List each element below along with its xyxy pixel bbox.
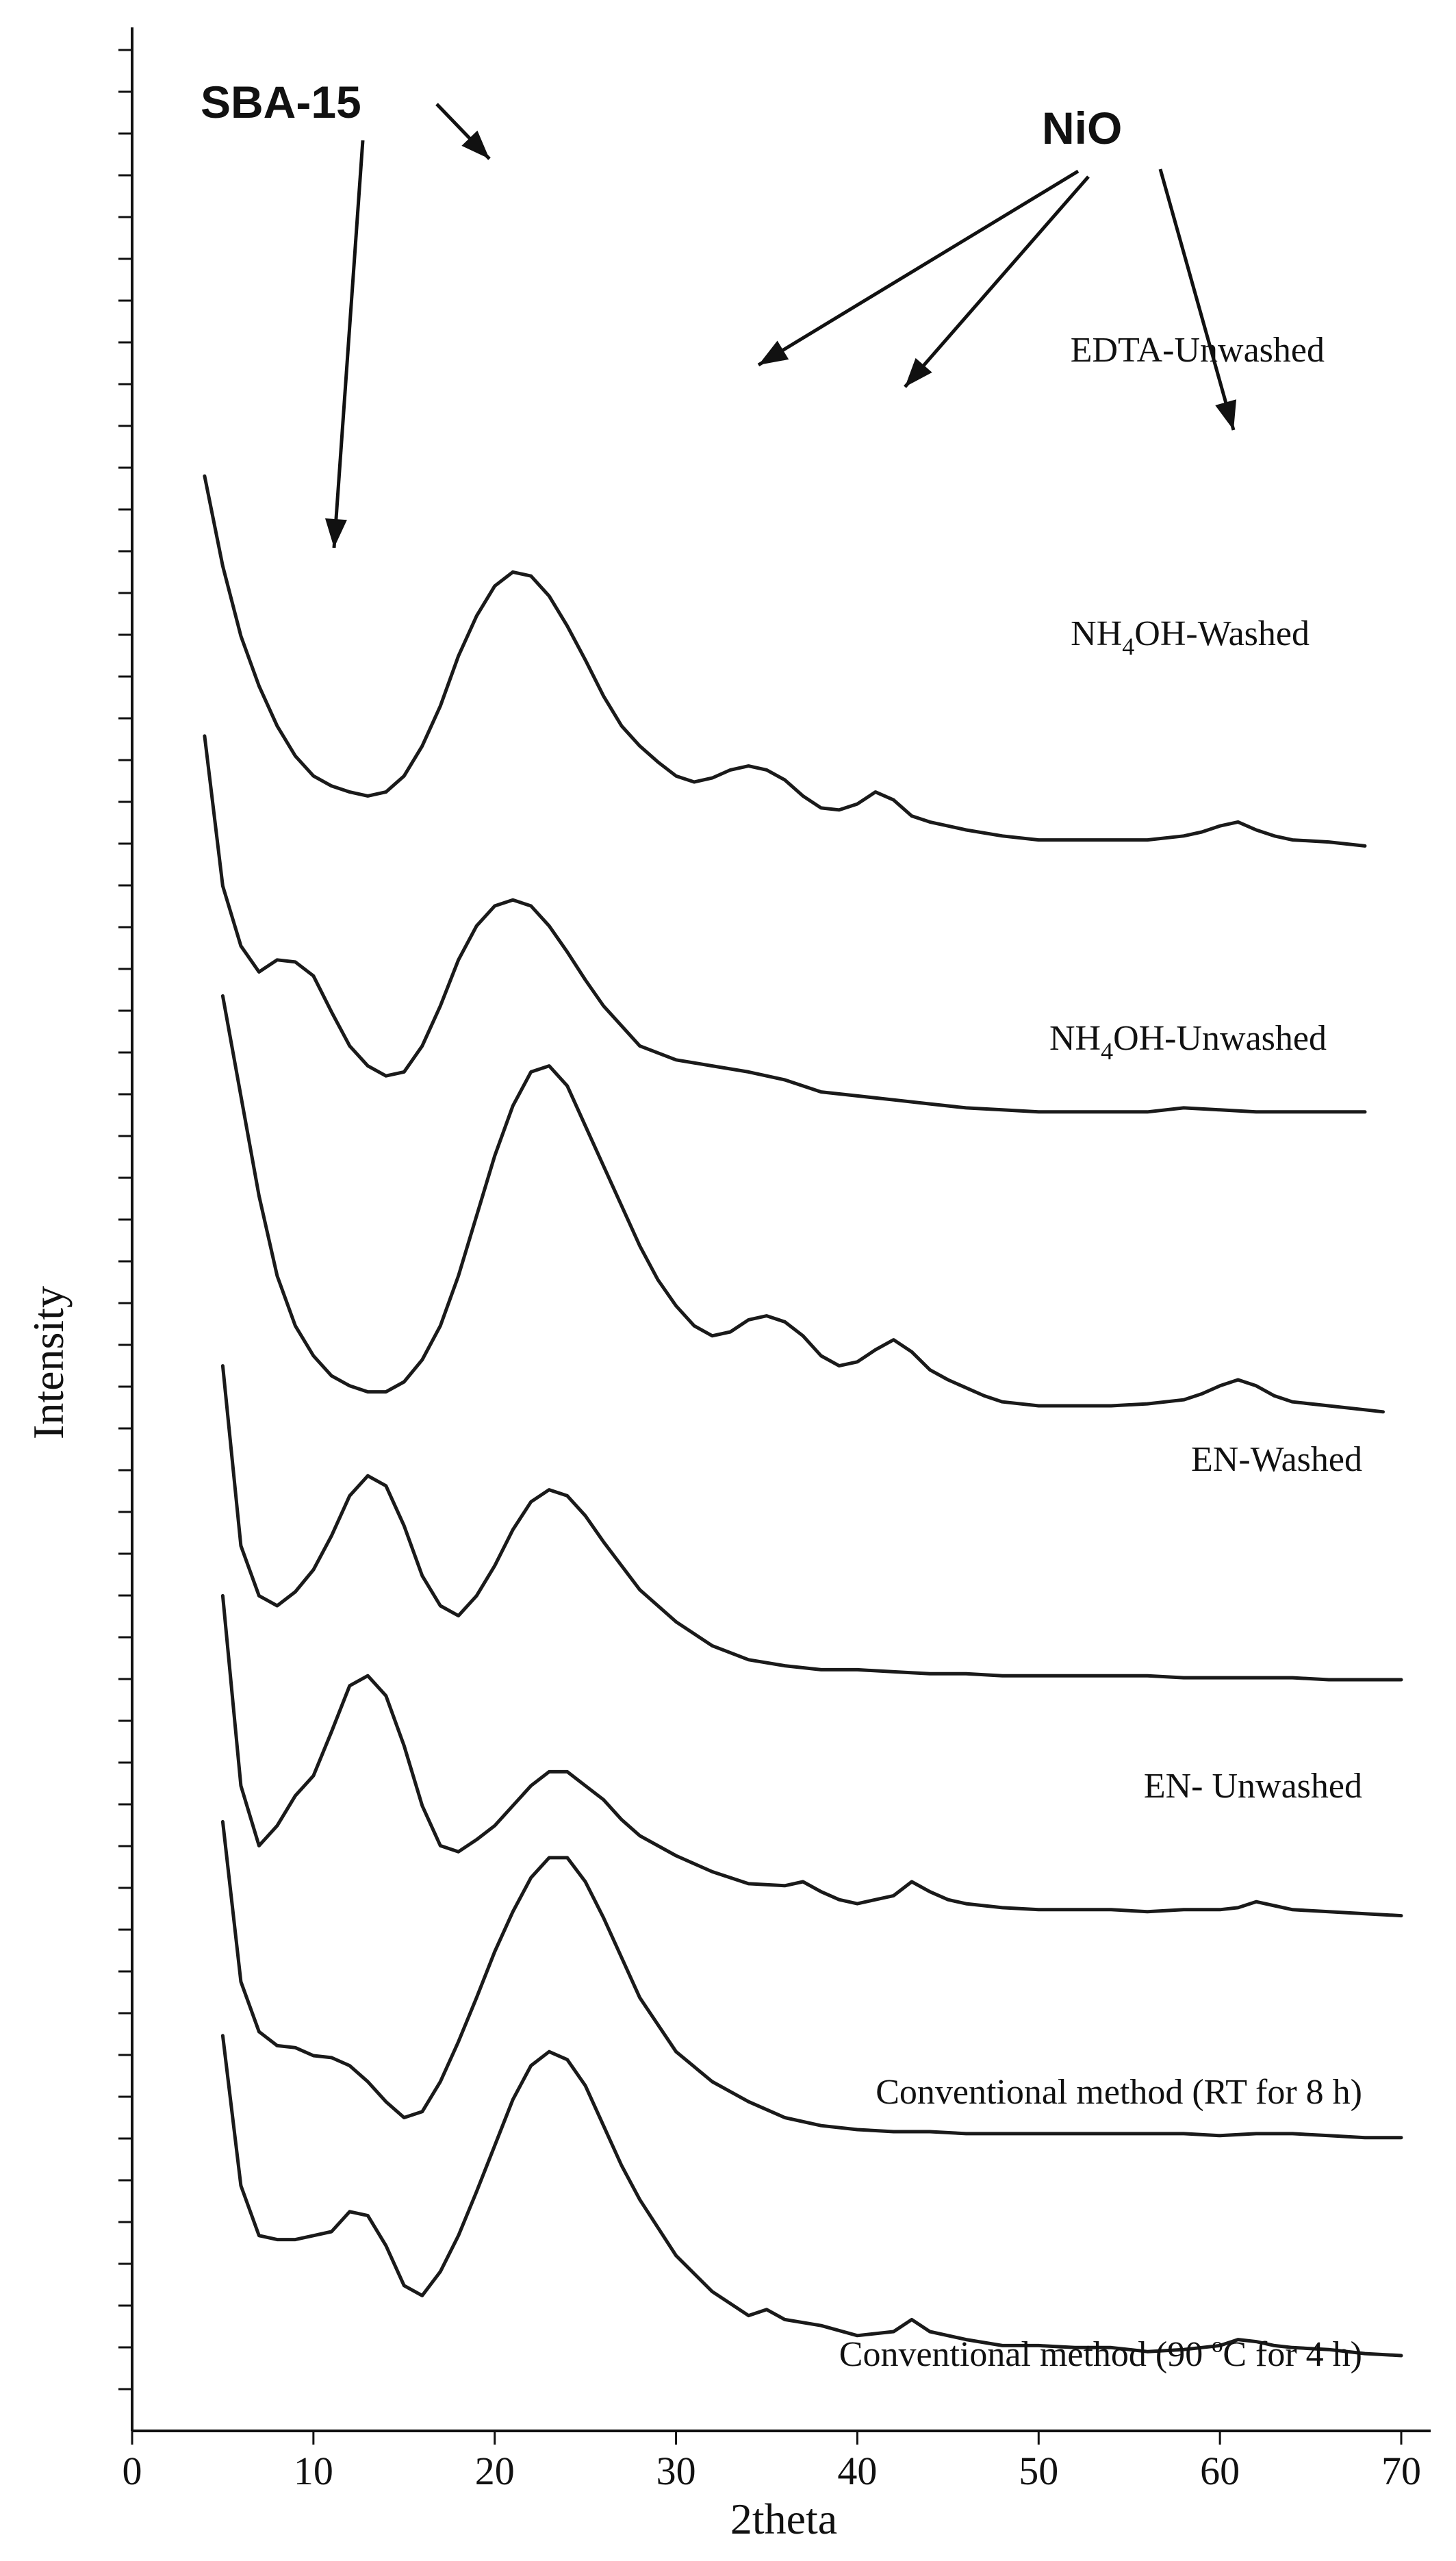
series-labels: EDTA-Unwashed NH4OH-Washed NH4OH-Unwashed E… bbox=[839, 331, 1362, 2374]
trace-5 bbox=[220, 1819, 1403, 2140]
trace-3 bbox=[220, 1364, 1403, 1682]
series-label-5: Conventional method (RT for 8 h) bbox=[876, 2073, 1362, 2112]
nio-annotation-label: NiO bbox=[1042, 103, 1122, 153]
x-tick-label-30: 30 bbox=[656, 2449, 696, 2493]
series-label-6: Conventional method (90 ºC for 4 h) bbox=[839, 2335, 1362, 2374]
x-tick-label-50: 50 bbox=[1019, 2449, 1058, 2493]
x-tick-label-0: 0 bbox=[123, 2449, 142, 2493]
nio-arrow-3 bbox=[1158, 168, 1237, 431]
axes bbox=[131, 27, 1431, 2432]
x-tick-label-60: 60 bbox=[1200, 2449, 1240, 2493]
trace-4 bbox=[220, 1593, 1403, 1918]
trace-1 bbox=[203, 734, 1367, 1114]
y-axis-title: Intensity bbox=[24, 1286, 73, 1439]
series-label-2: NH4OH-Unwashed bbox=[1049, 1019, 1327, 1065]
sba15-annotation-label: SBA-15 bbox=[201, 77, 361, 127]
x-tick-label-10: 10 bbox=[294, 2449, 333, 2493]
xrd-traces bbox=[203, 474, 1403, 2358]
series-label-3: EN-Washed bbox=[1191, 1440, 1362, 1479]
x-tick-labels: 0 10 20 30 40 50 60 70 bbox=[123, 2449, 1422, 2493]
series-label-0: EDTA-Unwashed bbox=[1071, 331, 1325, 370]
x-tick-label-70: 70 bbox=[1381, 2449, 1421, 2493]
nio-arrow-2 bbox=[904, 175, 1090, 388]
y-axis-ticks bbox=[118, 49, 132, 2390]
trace-6 bbox=[220, 2034, 1403, 2358]
x-axis-ticks bbox=[131, 2431, 1403, 2445]
x-tick-label-20: 20 bbox=[475, 2449, 515, 2493]
sba15-arrow-low bbox=[324, 140, 365, 548]
annotations: SBA-15 NiO bbox=[201, 77, 1237, 548]
annotation-arrows bbox=[324, 103, 1237, 548]
nio-arrow-1 bbox=[757, 169, 1080, 367]
trace-0 bbox=[203, 474, 1367, 848]
x-axis-title: 2theta bbox=[730, 2495, 837, 2543]
series-label-4: EN- Unwashed bbox=[1144, 1767, 1362, 1806]
x-tick-label-40: 40 bbox=[837, 2449, 877, 2493]
sba15-arrow-high bbox=[435, 103, 491, 160]
series-label-1: NH4OH-Washed bbox=[1071, 614, 1310, 660]
trace-2 bbox=[220, 994, 1385, 1414]
